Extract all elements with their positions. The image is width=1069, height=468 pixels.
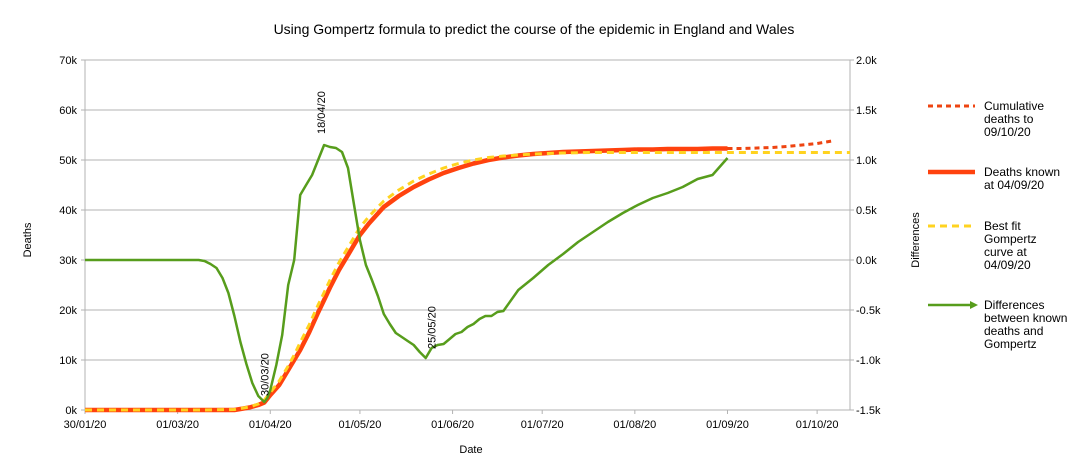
series-group [85, 139, 850, 413]
series-line-3 [85, 143, 729, 404]
right-axis: -1.5k -1.0k -0.5k 0.0k 0.5k 1.0k 1.5k 2.0k [850, 55, 881, 417]
x-tick-label: 01/09/20 [706, 419, 749, 431]
legend-label: Deaths known at 04/09/20 [984, 165, 1060, 192]
left-tick-label: 60k [59, 105, 77, 117]
x-tick-label: 01/04/20 [249, 419, 292, 431]
right-tick-label: 1.5k [856, 105, 877, 117]
x-axis-label: Date [459, 444, 482, 456]
annotation-label: 30/03/20 [259, 353, 271, 396]
left-tick-label: 0k [65, 405, 77, 417]
legend-label: Best fit Gompertz curve at 04/09/20 [984, 219, 1037, 272]
left-tick-label: 30k [59, 255, 77, 267]
right-tick-label: 0.5k [856, 205, 877, 217]
chart-title: Using Gompertz formula to predict the co… [274, 21, 795, 37]
x-tick-label: 01/06/20 [431, 419, 474, 431]
x-tick-label: 01/07/20 [521, 419, 564, 431]
left-tick-label: 70k [59, 55, 77, 67]
annotation-label: 25/05/20 [427, 306, 439, 349]
right-tick-label: 0.0k [856, 255, 877, 267]
right-tick-label: -1.5k [856, 405, 881, 417]
right-tick-label: 2.0k [856, 55, 877, 67]
legend-marker [970, 301, 978, 309]
x-tick-label: 01/03/20 [156, 419, 199, 431]
annotation-label: 18/04/20 [316, 91, 328, 134]
y-axis-label-right: Differences [910, 212, 922, 268]
y-axis-label-left: Deaths [22, 222, 34, 257]
x-axis: 30/01/20 01/03/20 01/04/20 01/05/20 01/06/20… [64, 410, 839, 431]
x-tick-label: 01/05/20 [339, 419, 382, 431]
left-tick-label: 40k [59, 205, 77, 217]
grid [85, 109, 850, 361]
right-tick-label: -0.5k [856, 305, 881, 317]
left-tick-label: 20k [59, 305, 77, 317]
x-tick-label: 01/08/20 [613, 419, 656, 431]
plot-area [84, 59, 851, 411]
series-line-1 [85, 146, 728, 413]
annotations: 30/03/20 18/04/20 25/05/20 [259, 91, 438, 396]
legend: Cumulative deaths to 09/10/20 Deaths known a… [928, 99, 1067, 351]
right-tick-label: 1.0k [856, 155, 877, 167]
left-tick-label: 50k [59, 155, 77, 167]
legend-label: Cumulative deaths to 09/10/20 [984, 99, 1044, 139]
right-tick-label: -1.0k [856, 355, 881, 367]
series-line-0 [727, 139, 833, 150]
legend-label: Differences between known deaths and Gomper… [984, 298, 1067, 351]
left-tick-label: 10k [59, 355, 77, 367]
series-line-2 [85, 151, 850, 412]
x-tick-label: 01/10/20 [796, 419, 839, 431]
x-tick-label: 30/01/20 [64, 419, 107, 431]
left-axis: 0k 10k 20k 30k 40k 50k 60k 70k [59, 55, 85, 417]
